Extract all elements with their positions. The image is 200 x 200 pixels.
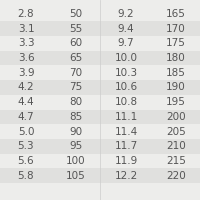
FancyBboxPatch shape	[0, 124, 200, 139]
Text: 10.6: 10.6	[114, 82, 138, 92]
Text: 11.7: 11.7	[114, 141, 138, 151]
Text: 9.2: 9.2	[118, 9, 134, 19]
Text: 10.0: 10.0	[114, 53, 138, 63]
FancyBboxPatch shape	[0, 139, 200, 154]
Text: 90: 90	[69, 127, 83, 137]
Text: 50: 50	[69, 9, 83, 19]
Text: 175: 175	[166, 38, 186, 48]
FancyBboxPatch shape	[0, 51, 200, 65]
Text: 185: 185	[166, 68, 186, 78]
Text: 190: 190	[166, 82, 186, 92]
Text: 210: 210	[166, 141, 186, 151]
Text: 4.2: 4.2	[18, 82, 34, 92]
Text: 95: 95	[69, 141, 83, 151]
Text: 5.6: 5.6	[18, 156, 34, 166]
Text: 70: 70	[69, 68, 83, 78]
FancyBboxPatch shape	[0, 65, 200, 80]
Text: 9.7: 9.7	[118, 38, 134, 48]
Text: 10.3: 10.3	[114, 68, 138, 78]
Text: 3.3: 3.3	[18, 38, 34, 48]
Text: 3.6: 3.6	[18, 53, 34, 63]
Text: 80: 80	[69, 97, 83, 107]
FancyBboxPatch shape	[0, 110, 200, 124]
Text: 75: 75	[69, 82, 83, 92]
Text: 200: 200	[166, 112, 186, 122]
Text: 205: 205	[166, 127, 186, 137]
Text: 170: 170	[166, 24, 186, 34]
Text: 100: 100	[66, 156, 86, 166]
Text: 3.9: 3.9	[18, 68, 34, 78]
Text: 180: 180	[166, 53, 186, 63]
Text: 65: 65	[69, 53, 83, 63]
Text: 220: 220	[166, 171, 186, 181]
Text: 5.8: 5.8	[18, 171, 34, 181]
FancyBboxPatch shape	[0, 21, 200, 36]
FancyBboxPatch shape	[0, 154, 200, 168]
Text: 11.4: 11.4	[114, 127, 138, 137]
Text: 5.0: 5.0	[18, 127, 34, 137]
FancyBboxPatch shape	[0, 95, 200, 110]
Text: 165: 165	[166, 9, 186, 19]
Text: 9.4: 9.4	[118, 24, 134, 34]
Text: 2.8: 2.8	[18, 9, 34, 19]
Text: 3.1: 3.1	[18, 24, 34, 34]
Text: 60: 60	[69, 38, 83, 48]
Text: 195: 195	[166, 97, 186, 107]
Text: 11.9: 11.9	[114, 156, 138, 166]
Text: 5.3: 5.3	[18, 141, 34, 151]
Text: 10.8: 10.8	[114, 97, 138, 107]
Text: 55: 55	[69, 24, 83, 34]
Text: 85: 85	[69, 112, 83, 122]
FancyBboxPatch shape	[0, 36, 200, 51]
Text: 12.2: 12.2	[114, 171, 138, 181]
Text: 4.7: 4.7	[18, 112, 34, 122]
FancyBboxPatch shape	[0, 7, 200, 21]
Text: 11.1: 11.1	[114, 112, 138, 122]
Text: 215: 215	[166, 156, 186, 166]
FancyBboxPatch shape	[0, 80, 200, 95]
Text: 4.4: 4.4	[18, 97, 34, 107]
FancyBboxPatch shape	[0, 168, 200, 183]
Text: 105: 105	[66, 171, 86, 181]
